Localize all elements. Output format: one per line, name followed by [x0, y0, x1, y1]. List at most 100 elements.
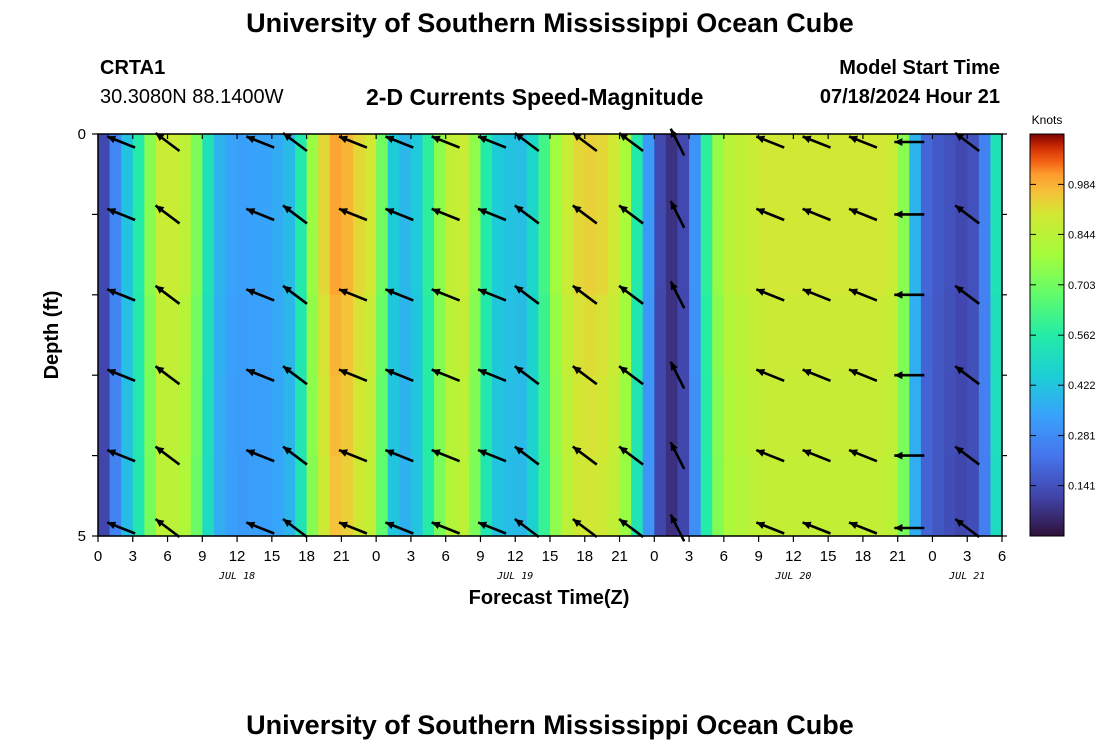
heatmap-cell — [723, 455, 737, 537]
heatmap-cell — [503, 134, 516, 215]
heatmap-cell — [457, 455, 470, 537]
heatmap-cell — [897, 214, 910, 296]
x-axis-label: Forecast Time(Z) — [469, 587, 630, 609]
heatmap-cell — [98, 294, 111, 376]
heatmap-cell — [793, 294, 806, 376]
heatmap-cell — [515, 134, 528, 215]
heatmap-cell — [735, 455, 748, 537]
x-tick-label: 3 — [129, 548, 137, 565]
heatmap-cell — [978, 455, 992, 537]
current-vector-arrow — [431, 288, 461, 302]
heatmap-cell — [329, 294, 342, 376]
heatmap-cell — [665, 294, 679, 376]
heatmap-cell — [98, 375, 111, 457]
heatmap-cell — [573, 134, 586, 215]
heatmap-cell — [283, 214, 296, 296]
heatmap-cell — [364, 375, 377, 457]
current-vector-arrow — [106, 207, 136, 222]
heatmap-cell — [237, 134, 250, 215]
heatmap-cell — [283, 375, 296, 457]
heatmap-cell — [202, 134, 215, 215]
heatmap-cell — [538, 375, 551, 457]
heatmap-cell — [202, 214, 215, 296]
heatmap-cell — [399, 214, 412, 296]
heatmap-cell — [526, 455, 540, 537]
heatmap-cell — [990, 375, 1003, 457]
heatmap-cell — [295, 214, 308, 296]
heatmap-cell — [642, 214, 655, 296]
current-vector-arrow — [338, 207, 368, 222]
x-tick-label: 18 — [298, 548, 315, 565]
heatmap-cell — [155, 455, 169, 537]
heatmap-cell — [295, 134, 308, 215]
heatmap-cell — [468, 375, 482, 457]
current-vector-arrow — [802, 368, 831, 383]
heatmap-cell — [596, 214, 609, 296]
station-id: CRTA1 — [100, 57, 166, 79]
heatmap-cell — [897, 455, 910, 537]
heatmap-cell — [480, 455, 493, 537]
heatmap-cell — [352, 294, 366, 376]
heatmap-cell — [480, 134, 493, 215]
current-vector-arrow — [514, 284, 540, 305]
heatmap-cell — [955, 455, 968, 537]
heatmap-cell — [990, 134, 1003, 215]
heatmap-cell — [271, 134, 285, 215]
heatmap-cell — [689, 375, 702, 457]
heatmap-cell — [816, 214, 829, 296]
heatmap-cell — [376, 455, 389, 537]
heatmap-cell — [747, 214, 760, 296]
heatmap-cell — [584, 134, 597, 215]
heatmap-cell — [978, 134, 992, 215]
current-vector-arrow — [245, 368, 275, 383]
x-tick-label: 18 — [576, 548, 593, 565]
current-vector-arrow — [802, 135, 831, 149]
heatmap-cell — [839, 134, 852, 215]
heatmap-cell — [306, 294, 319, 376]
heatmap-cell — [410, 134, 424, 215]
current-vector-arrow — [848, 368, 878, 383]
heatmap-cell — [387, 455, 400, 537]
current-vector-arrow — [154, 365, 181, 386]
heatmap-cell — [480, 214, 493, 296]
heatmap-cell — [747, 134, 760, 215]
heatmap-cell — [944, 134, 957, 215]
heatmap-cell — [387, 134, 400, 215]
heatmap-cell — [723, 375, 737, 457]
heatmap-cell — [341, 294, 354, 376]
current-vector-arrow — [282, 365, 308, 386]
heatmap-cell — [306, 455, 319, 537]
heatmap-cell — [561, 134, 574, 215]
heatmap-cell — [434, 294, 447, 376]
heatmap-cell — [190, 455, 203, 537]
heatmap-cell — [747, 294, 760, 376]
heatmap-cell — [376, 134, 389, 215]
heatmap-cell — [434, 455, 447, 537]
heatmap-cell — [271, 455, 285, 537]
heatmap-cell — [932, 134, 945, 215]
heatmap-cell — [955, 294, 968, 376]
heatmap-cell — [237, 455, 250, 537]
current-vector-arrow — [669, 441, 686, 470]
current-vector-arrow — [618, 517, 644, 539]
current-vector-arrow — [477, 207, 507, 222]
current-vector-arrow — [106, 135, 136, 149]
current-vector-arrow — [954, 131, 980, 153]
heatmap-cell — [700, 134, 713, 215]
heatmap-cell — [341, 214, 354, 296]
heatmap-cell — [98, 134, 111, 215]
heatmap-cell — [967, 375, 980, 457]
heatmap-cell — [503, 455, 516, 537]
current-vector-arrow — [848, 448, 878, 463]
heatmap-cell — [677, 455, 690, 537]
heatmap-cell — [364, 134, 377, 215]
heatmap-cell — [955, 134, 968, 215]
current-vector-arrow — [954, 365, 980, 386]
heatmap-cell — [851, 294, 864, 376]
heatmap-cell — [573, 455, 586, 537]
current-vector-arrow — [384, 448, 414, 463]
heatmap-cell — [364, 214, 377, 296]
heatmap-cell — [700, 375, 713, 457]
current-vector-arrow — [514, 131, 540, 153]
heatmap-cell — [167, 134, 180, 215]
